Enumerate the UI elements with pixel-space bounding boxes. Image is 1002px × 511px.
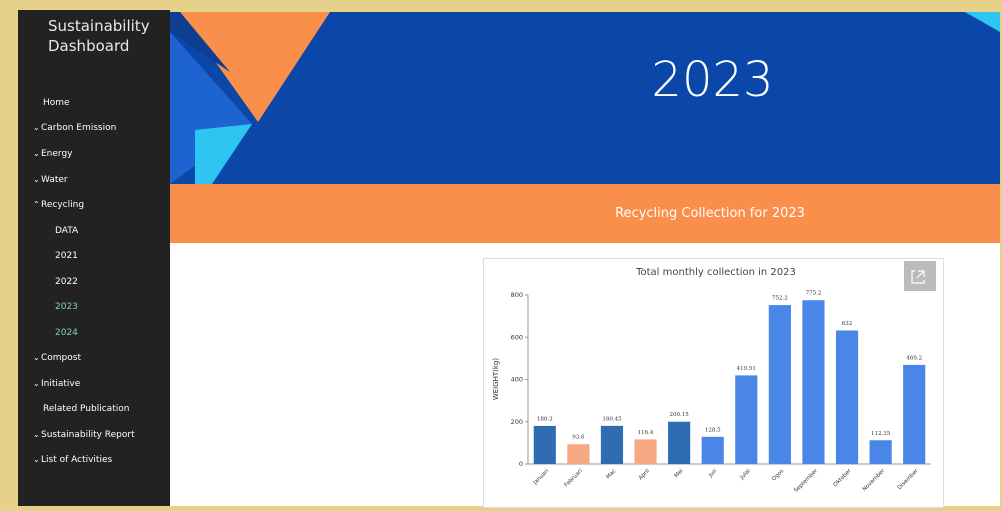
bar [668,421,691,464]
menu-item[interactable]: 2023 [55,302,78,312]
chevron: ⌄ [33,430,40,439]
x-tick-label: April [638,468,651,481]
banner-shapes [170,12,1000,184]
menu-item[interactable]: ⌄Sustainability Report [33,430,135,440]
y-tick-label: 400 [511,376,523,384]
shape [170,12,230,72]
section-title: Recycling Collection for 2023 [615,206,805,221]
chart-title: Total monthly collection in 2023 [635,267,796,278]
label: Water [41,175,68,185]
menu-item[interactable]: DATA [55,226,78,236]
bar [903,364,926,464]
menu-item[interactable]: 2024 [55,328,78,338]
chevron: ⌄ [33,175,40,184]
x-tick-label: September [793,468,819,494]
x-tick-label: Mei [674,468,685,479]
label: 2022 [55,277,78,287]
bar [634,439,657,464]
y-tick-label: 800 [511,291,523,299]
label: Compost [41,353,81,363]
banner: 2023 [170,12,1000,184]
menu-item[interactable]: Home [43,98,70,108]
y-tick-label: 200 [511,418,523,426]
banner-title: 2023 [651,52,774,108]
shape [195,124,252,184]
chevron: ⌄ [33,149,40,158]
value-label: 775.2 [806,291,822,297]
section-header: Recycling Collection for 2023 [170,184,1000,243]
value-label: 112.35 [871,431,891,437]
x-tick-label: November [862,468,887,493]
value-label: 200.15 [670,412,690,418]
value-label: 128.5 [705,427,721,433]
value-label: 419.51 [737,366,756,372]
label: Carbon Emission [41,123,117,133]
shape [170,32,252,184]
label: List of Activities [41,455,113,465]
label: Related Publication [43,404,130,414]
label: 2021 [55,251,78,261]
label: Recycling [41,200,85,210]
x-tick-label: Mac [605,468,617,480]
label: Sustainability Report [41,430,135,440]
x-tick-label: Oktober [833,468,853,488]
y-axis-label: WEIGHT(kg) [492,358,500,401]
chevron: ⌃ [33,200,40,209]
chevron: ⌄ [33,353,40,362]
label: 2023 [55,302,78,312]
shape [180,12,330,122]
menu-item[interactable]: ⌄List of Activities [33,455,112,465]
chart-card: Total monthly collection in 2023 WEIGHT(… [483,258,944,508]
main: 2023 Recycling Collection for 2023 Total… [170,12,1000,508]
menu-item[interactable]: ⌄Carbon Emission [33,123,116,133]
chevron: ⌄ [33,455,40,464]
label: Initiative [41,379,81,389]
menu-item[interactable]: ⌃Recycling [33,200,84,210]
x-tick-label: Ogos [771,468,785,482]
label: DATA [55,226,79,236]
x-tick-label: Julai [739,468,752,481]
bar [701,436,724,464]
bar [533,425,556,464]
bar [835,330,859,464]
y-tick-label: 0 [519,460,523,468]
x-tick-label: Jun [707,468,718,479]
menu-item[interactable]: ⌄Energy [33,149,73,159]
label: 2024 [55,328,78,338]
bar [869,440,892,464]
menu-item[interactable]: ⌄Initiative [33,379,80,389]
export-button[interactable] [904,261,936,291]
value-label: 180.45 [602,416,622,422]
sidebar-title: Sustainability Dashboard [48,17,150,55]
bar [600,425,624,464]
menu-item[interactable]: 2021 [55,251,78,261]
label: Home [43,98,70,108]
x-tick-label: Januari [532,468,551,487]
chart: Total monthly collection in 2023 WEIGHT(… [492,261,936,494]
shape [965,12,1000,32]
menu-item[interactable]: 2022 [55,277,78,287]
value-label: 93.6 [572,435,585,441]
sidebar: Sustainability Dashboard Home ⌄Carbon Em… [18,10,170,506]
menu-item[interactable]: ⌄Compost [33,353,81,363]
menu-item[interactable]: Related Publication [43,404,129,414]
bar [567,444,590,464]
bar [768,305,791,464]
chevron: ⌄ [33,379,40,388]
y-tick-label: 600 [511,333,523,341]
menu-item[interactable]: ⌄Water [33,175,68,185]
bar [802,300,825,464]
value-label: 469.2 [906,355,922,361]
value-label: 180.3 [537,416,553,422]
chevron: ⌄ [33,123,40,132]
x-tick-label: Februari [564,468,585,489]
x-tick-label: Disember [897,468,921,492]
export-icon [911,270,925,284]
bar [735,375,758,464]
value-label: 632 [842,321,853,327]
value-label: 752.2 [772,296,788,302]
value-label: 116.4 [638,430,654,436]
label: Energy [41,149,73,159]
